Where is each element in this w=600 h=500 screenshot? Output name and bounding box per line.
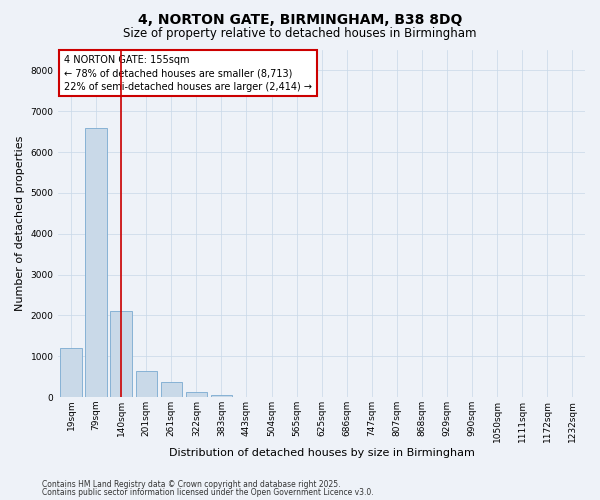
Bar [211, 394, 232, 397]
Text: Size of property relative to detached houses in Birmingham: Size of property relative to detached ho… [123, 28, 477, 40]
Text: Contains HM Land Registry data © Crown copyright and database right 2025.: Contains HM Land Registry data © Crown c… [42, 480, 341, 489]
Bar [85, 128, 107, 397]
Bar [161, 382, 182, 397]
Text: Contains public sector information licensed under the Open Government Licence v3: Contains public sector information licen… [42, 488, 374, 497]
Text: 4, NORTON GATE, BIRMINGHAM, B38 8DQ: 4, NORTON GATE, BIRMINGHAM, B38 8DQ [138, 12, 462, 26]
X-axis label: Distribution of detached houses by size in Birmingham: Distribution of detached houses by size … [169, 448, 475, 458]
Bar [60, 348, 82, 397]
Bar [185, 392, 207, 397]
Bar [136, 370, 157, 397]
Text: 4 NORTON GATE: 155sqm
← 78% of detached houses are smaller (8,713)
22% of semi-d: 4 NORTON GATE: 155sqm ← 78% of detached … [64, 55, 311, 92]
Bar [110, 312, 132, 397]
Y-axis label: Number of detached properties: Number of detached properties [15, 136, 25, 311]
